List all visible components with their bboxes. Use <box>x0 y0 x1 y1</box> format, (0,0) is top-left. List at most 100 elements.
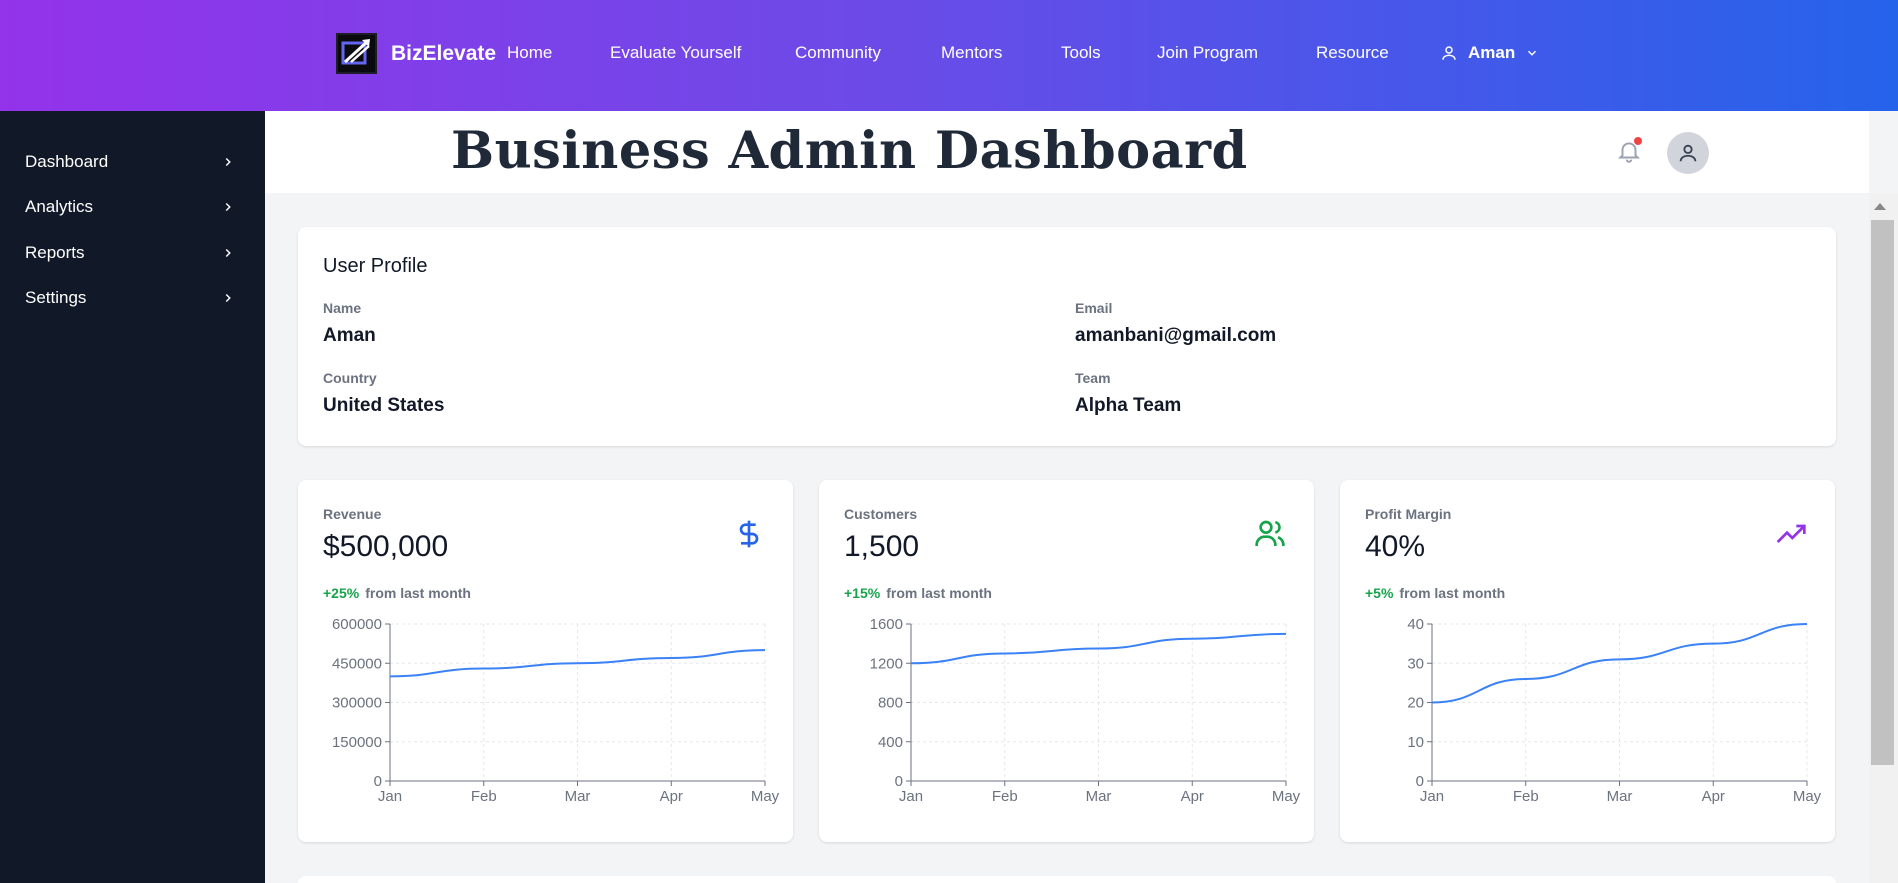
sidebar-item-settings[interactable]: Settings <box>25 288 235 308</box>
chevron-down-icon <box>1528 50 1537 56</box>
nav-resource[interactable]: Resource <box>1316 43 1389 62</box>
y-tick-label: 150000 <box>332 734 382 751</box>
team-value: Alpha Team <box>1075 395 1182 416</box>
brand-name[interactable]: BizElevate <box>391 41 497 65</box>
stat-change-text: from last month <box>365 585 471 601</box>
customers-chart: 0 400 800 1200 1600 Jan Feb Mar Apr May <box>870 616 1301 805</box>
stat-change: +25% from last month <box>323 585 471 601</box>
user-icon <box>1442 46 1456 60</box>
revenue-chart: 0 150000 300000 450000 600000 Jan Feb Mar Apr May <box>332 616 780 805</box>
chevron-right-icon <box>225 157 231 167</box>
stat-change-value: +15% <box>844 585 881 601</box>
chevron-right-icon <box>225 248 231 258</box>
y-tick-label: 1200 <box>870 655 903 672</box>
y-tick-label: 400 <box>878 734 903 751</box>
user-menu-name: Aman <box>1468 43 1516 62</box>
revenue-card: Revenue $500,000 +25% from last month 0 15… <box>298 480 793 842</box>
y-tick-label: 800 <box>878 695 903 712</box>
logo-icon <box>336 33 377 74</box>
sidebar: Dashboard Analytics Reports Settings <box>0 111 265 883</box>
profit-margin-chart: 0 10 20 30 40 Jan Feb Mar Apr May <box>1407 616 1822 805</box>
y-tick-label: 40 <box>1407 616 1424 633</box>
stat-label: Profit Margin <box>1365 506 1452 522</box>
profile-title: User Profile <box>323 255 428 277</box>
y-tick-label: 0 <box>374 773 382 790</box>
x-tick-label: Jan <box>378 788 402 805</box>
sidebar-item-label: Reports <box>25 243 85 262</box>
email-value: amanbani@gmail.com <box>1075 325 1277 346</box>
sidebar-item-label: Dashboard <box>25 152 109 171</box>
country-label: Country <box>323 370 377 386</box>
y-tick-label: 20 <box>1407 695 1424 712</box>
stat-change-value: +5% <box>1365 585 1394 601</box>
sidebar-item-label: Analytics <box>25 197 94 216</box>
x-tick-label: Apr <box>660 788 683 805</box>
y-tick-label: 450000 <box>332 655 382 672</box>
email-label: Email <box>1075 300 1113 316</box>
page-title: Business Admin Dashboard <box>451 121 1248 181</box>
scrollbar-thumb[interactable] <box>1871 220 1894 765</box>
stat-change: +5% from last month <box>1365 585 1505 601</box>
x-tick-label: Jan <box>1420 788 1444 805</box>
y-tick-label: 30 <box>1407 655 1424 672</box>
x-tick-label: Apr <box>1702 788 1725 805</box>
series-line <box>389 649 766 678</box>
y-tick-label: 300000 <box>332 695 382 712</box>
chevron-right-icon <box>225 202 231 212</box>
x-tick-label: May <box>1272 788 1301 805</box>
nav-home[interactable]: Home <box>507 43 553 62</box>
y-tick-label: 10 <box>1407 734 1424 751</box>
notification-dot <box>1634 137 1642 145</box>
user-icon <box>1679 144 1697 162</box>
x-tick-label: May <box>1793 788 1822 805</box>
x-tick-label: Feb <box>992 788 1018 805</box>
customers-card: Customers 1,500 +15% from last month 0 400… <box>819 480 1314 842</box>
next-card-partial <box>298 876 1836 883</box>
x-tick-label: Mar <box>565 788 591 805</box>
brand[interactable]: BizElevate <box>336 33 496 74</box>
chevron-right-icon <box>225 293 231 303</box>
stat-label: Customers <box>844 506 918 522</box>
profit-margin-card: Profit Margin 40% +5% from last month 0 10… <box>1340 480 1835 842</box>
notification-button[interactable] <box>1616 137 1644 167</box>
sidebar-item-label: Settings <box>25 288 87 307</box>
sidebar-item-reports[interactable]: Reports <box>25 243 235 263</box>
x-tick-label: Feb <box>1513 788 1539 805</box>
y-tick-label: 0 <box>1416 773 1424 790</box>
stat-value: $500,000 <box>323 530 449 563</box>
sidebar-item-analytics[interactable]: Analytics <box>25 197 235 217</box>
y-tick-label: 600000 <box>332 616 382 633</box>
series-line <box>1431 623 1808 704</box>
sidebar-item-dashboard[interactable]: Dashboard <box>25 152 235 172</box>
dollar-icon <box>739 520 759 548</box>
x-tick-label: Apr <box>1181 788 1204 805</box>
stat-change-text: from last month <box>886 585 992 601</box>
users-icon <box>1255 520 1285 546</box>
nav-join-program[interactable]: Join Program <box>1157 43 1259 62</box>
x-tick-label: Jan <box>899 788 923 805</box>
x-tick-label: Mar <box>1607 788 1633 805</box>
series-line <box>910 632 1287 665</box>
stat-label: Revenue <box>323 506 382 522</box>
x-tick-label: Feb <box>471 788 497 805</box>
scroll-up-arrow-icon[interactable] <box>1874 203 1886 210</box>
nav-evaluate-yourself[interactable]: Evaluate Yourself <box>610 43 742 62</box>
bell-icon <box>1617 142 1641 163</box>
trending-up-icon <box>1776 524 1806 543</box>
y-tick-label: 1600 <box>870 616 903 633</box>
nav-mentors[interactable]: Mentors <box>941 43 1003 62</box>
nav-tools[interactable]: Tools <box>1061 43 1101 62</box>
stat-change-text: from last month <box>1399 585 1506 601</box>
x-tick-label: Mar <box>1086 788 1112 805</box>
user-menu[interactable]: Aman <box>1440 43 1539 63</box>
top-navbar: BizElevate Home Evaluate Yourself Commun… <box>0 0 1898 111</box>
avatar[interactable] <box>1667 132 1709 174</box>
country-value: United States <box>323 395 445 416</box>
stat-value: 1,500 <box>844 530 920 563</box>
y-tick-label: 0 <box>895 773 903 790</box>
nav-community[interactable]: Community <box>795 43 881 62</box>
stat-change: +15% from last month <box>844 585 992 601</box>
page-header: Business Admin Dashboard <box>265 111 1869 193</box>
user-profile-card: User Profile Name Aman Email amanbani@gm… <box>298 227 1836 446</box>
name-label: Name <box>323 300 362 316</box>
